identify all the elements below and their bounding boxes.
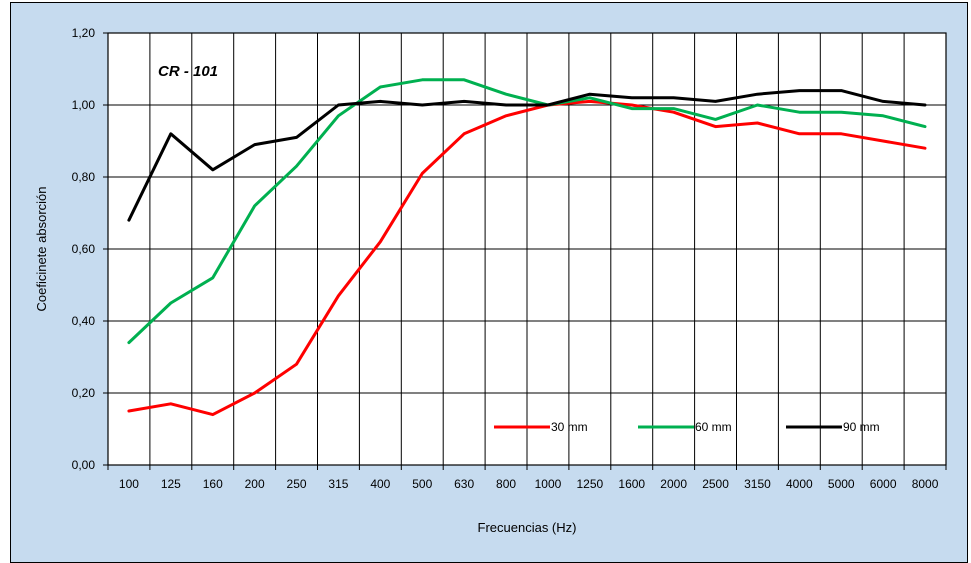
x-tick-label: 250 bbox=[287, 477, 307, 491]
x-tick-label: 3150 bbox=[744, 477, 771, 491]
x-tick-label: 2000 bbox=[660, 477, 687, 491]
x-tick-label: 125 bbox=[161, 477, 181, 491]
legend-label: 60 mm bbox=[695, 420, 732, 434]
x-tick-label: 8000 bbox=[912, 477, 939, 491]
y-tick-label: 1,00 bbox=[72, 98, 96, 112]
x-tick-label: 1000 bbox=[535, 477, 562, 491]
x-tick-label: 4000 bbox=[786, 477, 813, 491]
x-axis-title: Frecuencias (Hz) bbox=[478, 520, 577, 535]
x-tick-label: 1250 bbox=[576, 477, 603, 491]
x-tick-label: 630 bbox=[454, 477, 474, 491]
x-tick-label: 100 bbox=[119, 477, 139, 491]
y-tick-label: 0,60 bbox=[72, 242, 96, 256]
x-tick-label: 1600 bbox=[618, 477, 645, 491]
x-tick-label: 5000 bbox=[828, 477, 855, 491]
plot-border bbox=[107, 32, 947, 466]
y-axis-title: Coeficinete absorción bbox=[34, 186, 49, 311]
x-tick-label: 160 bbox=[203, 477, 223, 491]
x-tick-label: 2500 bbox=[702, 477, 729, 491]
y-tick-label: 0,20 bbox=[72, 386, 96, 400]
y-tick-label: 1,20 bbox=[72, 26, 96, 40]
x-tick-label: 6000 bbox=[870, 477, 897, 491]
x-tick-label: 315 bbox=[328, 477, 348, 491]
y-tick-label: 0,80 bbox=[72, 170, 96, 184]
y-tick-label: 0,40 bbox=[72, 314, 96, 328]
x-tick-label: 200 bbox=[245, 477, 265, 491]
chart-annotation: CR - 101 bbox=[158, 63, 218, 80]
series-line-30-mm bbox=[127, 99, 927, 417]
x-tick-label: 400 bbox=[370, 477, 390, 491]
x-tick-label: 800 bbox=[496, 477, 516, 491]
y-tick-label: 0,00 bbox=[72, 458, 96, 472]
x-tick-label: 500 bbox=[412, 477, 432, 491]
legend-label: 30 mm bbox=[551, 420, 588, 434]
legend-label: 90 mm bbox=[843, 420, 880, 434]
series-line-90-mm bbox=[127, 89, 927, 222]
series-line-60-mm bbox=[127, 78, 927, 345]
